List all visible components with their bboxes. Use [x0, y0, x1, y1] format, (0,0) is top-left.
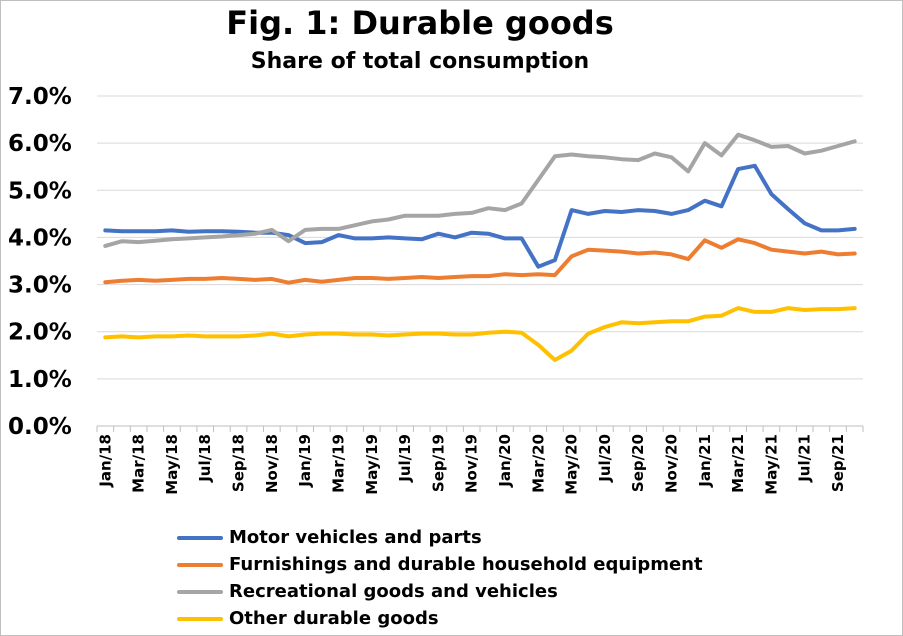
series-line-3	[103, 132, 857, 248]
y-axis-ticks: 0.0% 1.0% 2.0% 3.0% 4.0% 5.0% 6.0% 7.0%	[8, 84, 72, 440]
series-lines	[103, 132, 857, 362]
x-tick-label: Mar/20	[529, 434, 547, 493]
x-tick-label: Jan/19	[296, 434, 314, 488]
x-tick-label: May/19	[363, 434, 381, 495]
x-tick-label: Jan/21	[696, 434, 714, 488]
series-line-1	[103, 163, 857, 269]
x-tick-label: Nov/18	[263, 434, 281, 493]
legend-swatch	[177, 589, 223, 594]
x-tick-label: Mar/18	[130, 434, 148, 493]
y-tick-label: 2.0%	[8, 320, 72, 346]
legend-item: Recreational goods and vehicles	[177, 578, 703, 605]
x-tick-label: Jul/19	[396, 434, 414, 483]
chart-subtitle: Share of total consumption	[250, 49, 590, 74]
legend-label: Other durable goods	[229, 608, 439, 629]
y-tick-label: 0.0%	[8, 414, 72, 440]
chart-title: Fig. 1: Durable goods	[226, 4, 614, 42]
legend-swatch	[177, 535, 223, 540]
y-tick-label: 5.0%	[8, 178, 72, 204]
legend-swatch	[177, 616, 223, 621]
x-tick-label: Mar/21	[729, 434, 747, 493]
legend-item: Motor vehicles and parts	[177, 524, 703, 551]
x-tick-label: Sep/18	[230, 434, 248, 492]
y-tick-label: 7.0%	[8, 84, 72, 110]
x-tick-label: Jan/20	[496, 434, 514, 488]
x-tick-label: Sep/20	[629, 434, 647, 492]
x-tick-label: May/20	[563, 434, 581, 495]
x-tick-label: Mar/19	[329, 434, 347, 493]
y-tick-label: 4.0%	[8, 225, 72, 251]
legend-label: Furnishings and durable household equipm…	[229, 554, 703, 575]
x-tick-label: Sep/19	[429, 434, 447, 492]
y-tick-label: 3.0%	[8, 273, 72, 299]
x-tick-label: Jan/18	[96, 434, 114, 488]
x-tick-label: May/21	[762, 434, 780, 495]
legend-label: Motor vehicles and parts	[229, 527, 482, 548]
legend-label: Recreational goods and vehicles	[229, 581, 558, 602]
x-tick-label: Jul/18	[196, 434, 214, 483]
x-tick-label: Jul/21	[796, 434, 814, 483]
x-tick-label: Sep/21	[829, 434, 847, 492]
legend-swatch	[177, 562, 223, 567]
x-tick-label: Nov/19	[463, 434, 481, 493]
x-axis	[96, 425, 864, 432]
y-tick-label: 1.0%	[8, 367, 72, 393]
series-line-4	[103, 306, 857, 362]
x-tick-label: Jul/20	[596, 434, 614, 483]
x-axis-ticks: Jan/18 Mar/18 May/18 Jul/18 Sep/18 Nov/18 Jan/…	[96, 434, 847, 495]
y-tick-label: 6.0%	[8, 131, 72, 157]
legend-item: Other durable goods	[177, 605, 703, 632]
legend: Motor vehicles and parts Furnishings and …	[177, 524, 703, 632]
x-tick-label: Nov/20	[663, 434, 681, 493]
legend-item: Furnishings and durable household equipm…	[177, 551, 703, 578]
series-line-2	[103, 237, 857, 285]
x-tick-label: May/18	[163, 434, 181, 495]
